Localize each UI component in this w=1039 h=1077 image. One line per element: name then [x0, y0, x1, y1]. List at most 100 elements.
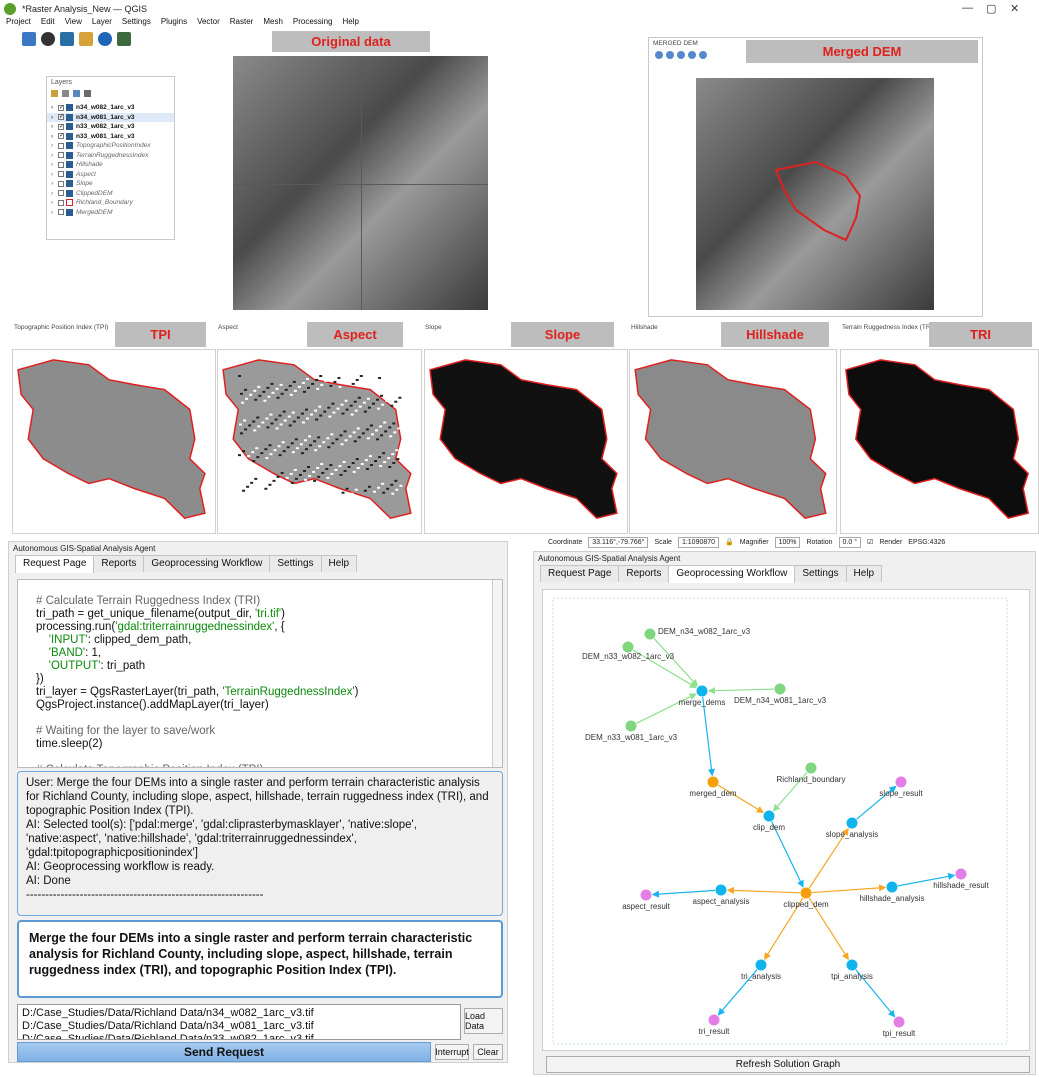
rotation-field[interactable]: 0.0 ° — [838, 536, 862, 548]
layer-visibility-checkbox[interactable]: ✓ — [58, 123, 65, 130]
expand-icon[interactable]: › — [51, 123, 54, 131]
layer-item[interactable]: › Aspect — [47, 170, 174, 180]
graph-node[interactable] — [622, 641, 634, 653]
tab-item[interactable]: Settings — [794, 565, 847, 582]
menu-item[interactable]: View — [64, 17, 82, 26]
expand-icon[interactable]: › — [51, 132, 54, 140]
graph-node[interactable] — [955, 868, 967, 880]
graph-node[interactable] — [893, 1016, 905, 1028]
expand-icon[interactable]: › — [51, 208, 54, 216]
graph-node[interactable] — [755, 959, 767, 971]
layer-item[interactable]: › MergedDEM — [47, 208, 174, 218]
layer-visibility-checkbox[interactable] — [58, 152, 64, 159]
menu-item[interactable]: Plugins — [160, 17, 188, 26]
crs-label[interactable]: EPSG:4326 — [908, 538, 946, 546]
graph-node[interactable] — [644, 628, 656, 640]
expand-icon[interactable]: › — [51, 189, 54, 197]
graph-node[interactable] — [640, 889, 652, 901]
graph-node[interactable] — [774, 683, 786, 695]
layer-item[interactable]: › Richland_Boundary — [47, 198, 174, 208]
interrupt-button[interactable]: Interrupt — [435, 1044, 469, 1060]
menu-item[interactable]: Processing — [292, 17, 333, 26]
layer-item[interactable]: › ClippedDEM — [47, 189, 174, 199]
layer-item[interactable]: › TerrainRuggednessIndex — [47, 151, 174, 161]
minimize-icon[interactable]: — — [962, 2, 973, 14]
graph-node[interactable] — [763, 810, 775, 822]
graph-node[interactable] — [800, 887, 812, 899]
magnifier-field[interactable]: 100% — [774, 536, 801, 548]
graph-node[interactable] — [886, 881, 898, 893]
layer-visibility-checkbox[interactable]: ✓ — [58, 133, 65, 140]
expand-icon[interactable]: › — [51, 199, 54, 207]
menu-item[interactable]: Raster — [229, 17, 254, 26]
python-console-icon[interactable] — [22, 32, 36, 46]
menu-item[interactable]: Project — [6, 17, 31, 26]
render-checkbox[interactable]: ☑ — [867, 539, 874, 546]
layer-visibility-checkbox[interactable] — [58, 190, 64, 197]
code-scrollbar[interactable] — [492, 580, 502, 767]
tab-item[interactable]: Geoprocessing Workflow — [143, 555, 271, 572]
layer-item[interactable]: › ✓ n34_w082_1arc_v3 — [47, 103, 174, 113]
tab-item[interactable]: Settings — [269, 555, 322, 572]
layer-visibility-checkbox[interactable] — [58, 199, 64, 206]
expand-icon[interactable]: › — [51, 113, 54, 121]
layer-visibility-checkbox[interactable] — [58, 209, 64, 216]
layer-item[interactable]: › ✓ n33_w082_1arc_v3 — [47, 122, 174, 132]
tab-item[interactable]: Request Page — [540, 565, 620, 582]
menu-item[interactable]: Edit — [40, 17, 55, 26]
data-file-list[interactable]: D:/Case_Studies/Data/Richland Data/n34_w… — [17, 1004, 461, 1040]
tab-item[interactable]: Help — [320, 555, 358, 572]
coordinate-field[interactable]: 33.116°,-79.766° — [588, 536, 649, 548]
graph-node[interactable] — [708, 1014, 720, 1026]
tab-item[interactable]: Request Page — [15, 555, 95, 573]
maximize-icon[interactable]: ▢ — [986, 3, 997, 15]
load-data-button[interactable]: Load Data — [464, 1008, 503, 1034]
scale-field[interactable]: 1:1090870 — [677, 536, 720, 548]
refresh-graph-button[interactable]: Refresh Solution Graph — [546, 1056, 1030, 1073]
map-view-icon[interactable] — [60, 32, 74, 46]
graph-node[interactable] — [895, 776, 907, 788]
tab-item[interactable]: Reports — [618, 565, 670, 582]
tab-item[interactable]: Reports — [93, 555, 145, 572]
layer-visibility-checkbox[interactable] — [58, 180, 64, 187]
refresh-icon[interactable] — [98, 32, 112, 46]
layer-visibility-checkbox[interactable] — [58, 142, 64, 149]
expand-icon[interactable]: › — [51, 104, 54, 112]
code-editor[interactable]: # Calculate Terrain Ruggedness Index (TR… — [17, 579, 503, 768]
expand-icon[interactable]: › — [51, 161, 54, 169]
layer-item[interactable]: › ✓ n33_w081_1arc_v3 — [47, 132, 174, 142]
close-icon[interactable]: ✕ — [1010, 3, 1020, 15]
layer-visibility-checkbox[interactable] — [58, 161, 64, 168]
tab-item[interactable]: Help — [845, 565, 883, 582]
graph-node[interactable] — [846, 959, 858, 971]
graph-node[interactable] — [696, 685, 708, 697]
menu-item[interactable]: Settings — [121, 17, 151, 26]
menu-item[interactable]: Layer — [91, 17, 112, 26]
graph-node[interactable] — [715, 884, 727, 896]
tab-item[interactable]: Geoprocessing Workflow — [668, 565, 796, 583]
layer-item[interactable]: › Hillshade — [47, 160, 174, 170]
lock-icon[interactable]: 🔒 — [725, 539, 734, 546]
graph-node[interactable] — [625, 720, 637, 732]
layer-visibility-checkbox[interactable]: ✓ — [58, 104, 65, 111]
layer-item[interactable]: › ✓ n34_w081_1arc_v3 — [47, 112, 174, 122]
merged-dem-toolbar[interactable] — [649, 49, 982, 61]
layer-visibility-checkbox[interactable]: ✓ — [58, 114, 65, 121]
layer-item[interactable]: › Slope — [47, 179, 174, 189]
layer-item[interactable]: › TopographicPositionIndex — [47, 141, 174, 151]
menu-item[interactable]: Help — [342, 17, 359, 26]
expand-icon[interactable]: › — [51, 142, 54, 150]
graph-node[interactable] — [805, 762, 817, 774]
graph-node[interactable] — [846, 817, 858, 829]
clear-button[interactable]: Clear — [473, 1044, 503, 1060]
expand-icon[interactable]: › — [51, 180, 54, 188]
menu-item[interactable]: Vector — [197, 17, 220, 26]
request-input[interactable]: Merge the four DEMs into a single raster… — [17, 920, 503, 998]
send-request-button[interactable]: Send Request — [17, 1042, 431, 1062]
raster-icon[interactable] — [117, 32, 131, 46]
graph-node[interactable] — [707, 776, 719, 788]
expand-icon[interactable]: › — [51, 151, 54, 159]
edit-pencil-icon[interactable] — [79, 32, 93, 46]
gear-icon[interactable] — [41, 32, 55, 46]
expand-icon[interactable]: › — [51, 170, 54, 178]
